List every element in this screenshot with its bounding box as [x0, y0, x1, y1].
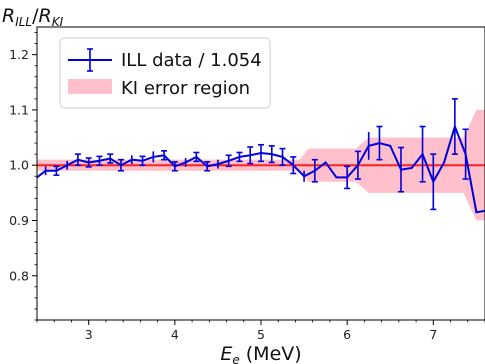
legend: ILL data / 1.054 KI error region — [60, 38, 270, 108]
x-tick-label: 7 — [429, 327, 437, 342]
y-tick-label: 1.2 — [9, 47, 29, 62]
x-tick-label: 3 — [85, 327, 93, 342]
y-axis-ticks: 0.8 0.9 1.0 1.1 1.2 — [9, 33, 37, 320]
legend-ki-error-region-label: KI error region — [121, 78, 250, 99]
y-tick-label: 0.9 — [9, 213, 29, 228]
x-axis-ticks: 3 4 5 6 7 — [37, 320, 485, 342]
y-tick-label: 1.0 — [9, 158, 29, 173]
x-tick-label: 5 — [257, 327, 265, 342]
plot-area — [35, 99, 485, 221]
y-tick-label: 0.8 — [9, 268, 29, 283]
x-axis-title: Ee (MeV) — [220, 343, 301, 364]
legend-ki-error-region-swatch — [68, 79, 112, 94]
x-tick-label: 4 — [171, 327, 179, 342]
y-tick-label: 1.1 — [9, 102, 29, 117]
y-axis-title: RILL/RKI — [2, 5, 64, 29]
x-tick-label: 6 — [343, 327, 351, 342]
legend-ill-data-label: ILL data / 1.054 — [121, 50, 262, 71]
